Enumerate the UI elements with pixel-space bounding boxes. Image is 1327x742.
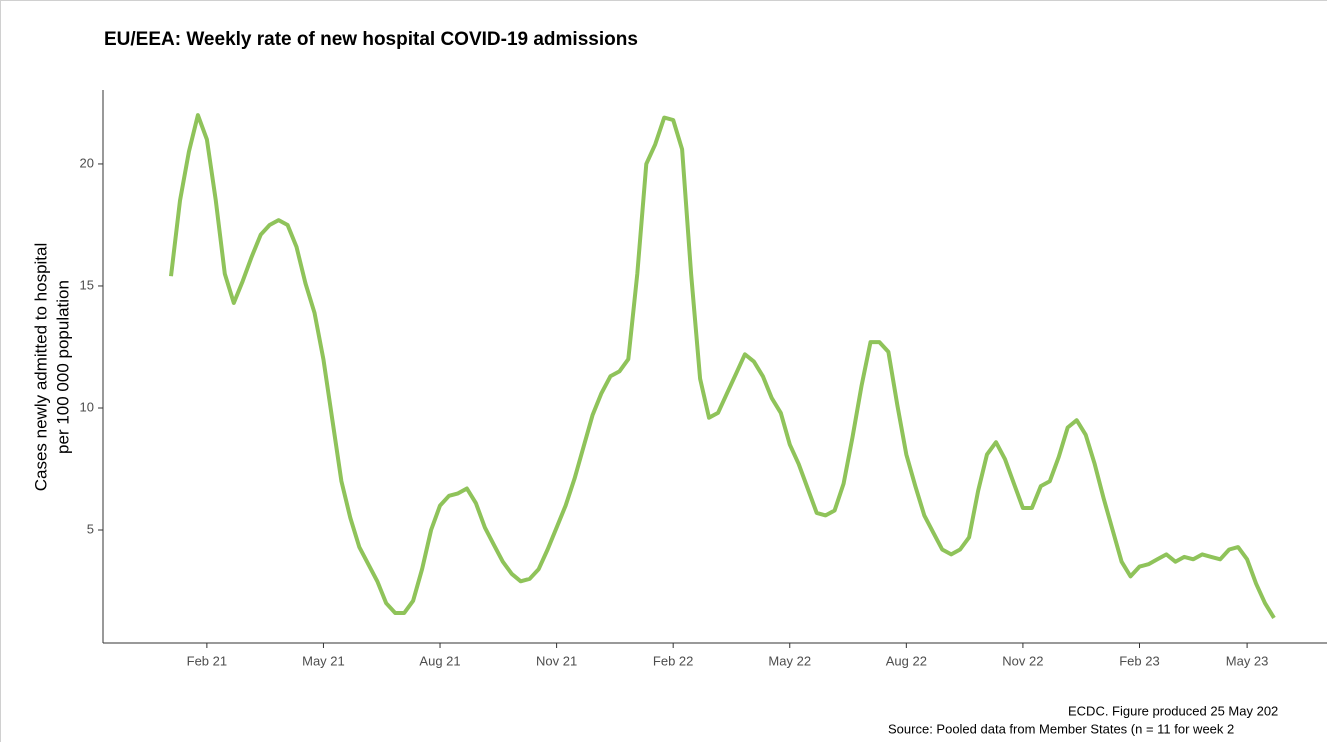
caption: Source: Pooled data from Member States (…	[888, 721, 1234, 736]
x-tick-label: Feb 22	[653, 653, 693, 668]
series-line	[169, 113, 1276, 619]
x-tick-label: Nov 21	[536, 653, 577, 668]
x-tick-label: May 22	[768, 653, 811, 668]
y-tick-label: 20	[80, 155, 94, 170]
x-tick-label: May 23	[1226, 653, 1269, 668]
x-tick-label: Aug 22	[886, 653, 927, 668]
caption: ECDC. Figure produced 25 May 202	[1068, 703, 1278, 718]
y-tick-label: 15	[80, 277, 94, 292]
y-tick-label: 5	[87, 521, 94, 536]
y-label-line: Cases newly admitted to hospital	[31, 243, 50, 492]
y-tick-label: 10	[80, 399, 94, 414]
x-tick-label: May 21	[302, 653, 345, 668]
x-tick-label: Nov 22	[1002, 653, 1043, 668]
x-tick-label: Aug 21	[419, 653, 460, 668]
chart-title: EU/EEA: Weekly rate of new hospital COVI…	[104, 29, 638, 50]
x-tick-label: Feb 21	[187, 653, 227, 668]
x-tick-label: Feb 23	[1119, 653, 1159, 668]
y-label-line: per 100 000 population	[53, 280, 72, 454]
y-label: Cases newly admitted to hospital per 100…	[31, 243, 72, 492]
